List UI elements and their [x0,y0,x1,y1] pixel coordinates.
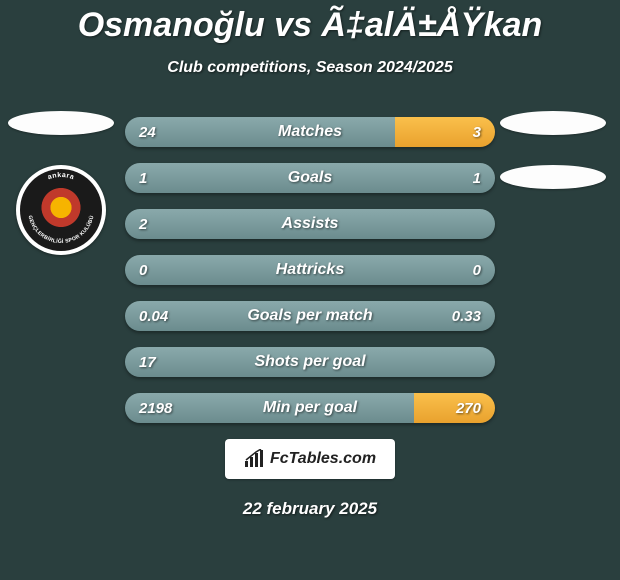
right-club-logo-placeholder [500,165,606,189]
bar-right-value: 0.33 [438,301,495,331]
bar-right-value [467,347,495,377]
comparison-bar-list: 243Matches11Goals2Assists00Hattricks0.04… [125,117,495,423]
comparison-content: ankara GENÇLERBİRLİĞİ SPOR KULÜBÜ 243Mat… [0,117,620,423]
bar-left-value: 0 [125,255,161,285]
bar-left-value: 24 [125,117,170,147]
bar-left-value: 2 [125,209,161,239]
bar-right-value: 270 [442,393,495,423]
bar-left-value: 17 [125,347,170,377]
comparison-bar-row: 00Hattricks [125,255,495,285]
brand-text: FcTables.com [270,450,376,468]
comparison-bar-row: 2Assists [125,209,495,239]
comparison-date: 22 february 2025 [0,499,620,519]
bar-left-fill [125,163,495,193]
left-player-avatar-placeholder [8,111,114,135]
bar-left-value: 0.04 [125,301,182,331]
right-player-avatar-placeholder [500,111,606,135]
comparison-bar-row: 243Matches [125,117,495,147]
bar-left-value: 1 [125,163,161,193]
comparison-bar-row: 2198270Min per goal [125,393,495,423]
bar-right-value [467,209,495,239]
bar-right-value: 1 [459,163,495,193]
bar-left-fill [125,255,495,285]
brand-chart-icon [244,449,266,469]
bar-left-value: 2198 [125,393,186,423]
left-club-logo: ankara GENÇLERBİRLİĞİ SPOR KULÜBÜ [16,165,106,255]
brand-box[interactable]: FcTables.com [225,439,395,479]
bar-left-fill [125,209,495,239]
comparison-bar-row: 17Shots per goal [125,347,495,377]
left-player-column: ankara GENÇLERBİRLİĞİ SPOR KULÜBÜ [8,111,118,255]
comparison-bar-row: 0.040.33Goals per match [125,301,495,331]
page-title: Osmanoğlu vs Ã‡alÄ±ÅŸkan [0,0,620,45]
svg-text:ankara: ankara [47,172,75,181]
right-player-column [500,111,610,219]
bar-right-value: 3 [459,117,495,147]
page-subtitle: Club competitions, Season 2024/2025 [0,59,620,77]
bar-right-value: 0 [459,255,495,285]
comparison-bar-row: 11Goals [125,163,495,193]
bar-left-fill [125,347,495,377]
